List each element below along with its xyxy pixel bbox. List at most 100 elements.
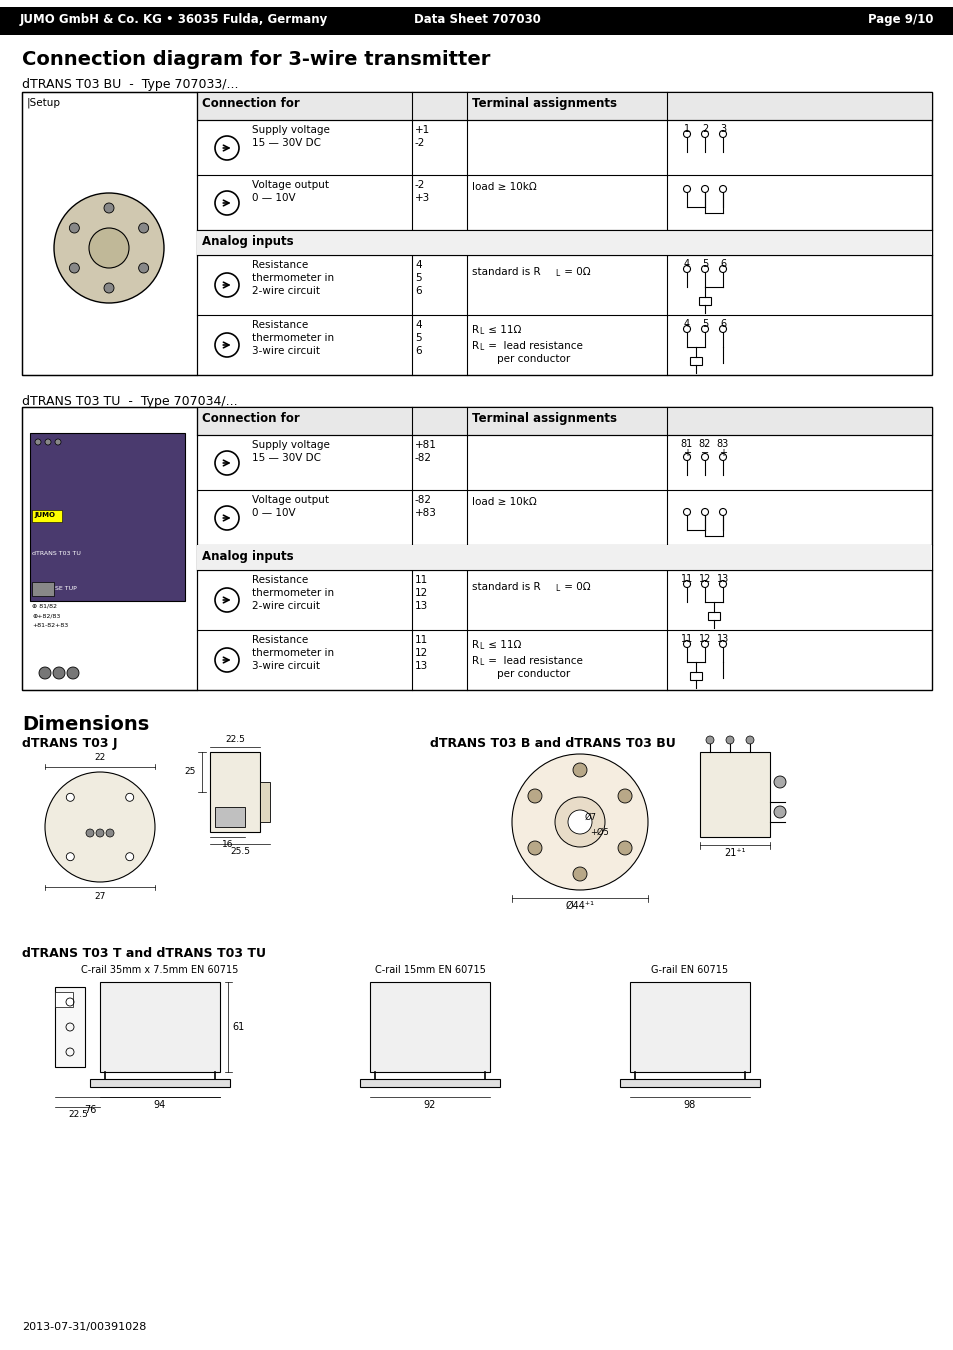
- Text: 13: 13: [415, 601, 428, 612]
- Text: dTRANS T03 J: dTRANS T03 J: [22, 737, 117, 751]
- Text: 92: 92: [423, 1100, 436, 1110]
- Circle shape: [86, 829, 94, 837]
- Text: 13: 13: [415, 662, 428, 671]
- Bar: [214, 807, 245, 828]
- Text: thermometer in: thermometer in: [252, 333, 334, 343]
- Circle shape: [104, 284, 113, 293]
- Text: -2: -2: [415, 180, 425, 190]
- Circle shape: [89, 228, 129, 269]
- Text: L: L: [478, 327, 483, 336]
- Text: 1: 1: [683, 124, 689, 134]
- Circle shape: [55, 439, 61, 446]
- Circle shape: [66, 794, 74, 802]
- Text: dTRANS T03 BU  -  Type 707033/...: dTRANS T03 BU - Type 707033/...: [22, 78, 238, 90]
- Text: R: R: [472, 656, 478, 666]
- Text: -2: -2: [415, 138, 425, 148]
- Circle shape: [725, 736, 733, 744]
- Text: 12: 12: [699, 634, 710, 644]
- Text: +81: +81: [415, 440, 436, 450]
- Text: Voltage output: Voltage output: [252, 180, 329, 190]
- Bar: [22, 406, 931, 690]
- Bar: [55, 992, 73, 1007]
- Circle shape: [138, 263, 149, 273]
- Bar: [629, 981, 749, 1072]
- Text: = 0Ω: = 0Ω: [560, 267, 590, 277]
- Text: Supply voltage: Supply voltage: [252, 126, 330, 135]
- Text: 61: 61: [232, 1022, 244, 1031]
- Bar: [699, 297, 710, 305]
- Text: JUMO GmbH & Co. KG • 36035 Fulda, Germany: JUMO GmbH & Co. KG • 36035 Fulda, German…: [20, 14, 328, 26]
- Bar: [689, 672, 701, 680]
- Circle shape: [705, 736, 713, 744]
- Text: =  lead resistance: = lead resistance: [484, 342, 582, 351]
- Circle shape: [106, 829, 113, 837]
- Text: = 0Ω: = 0Ω: [560, 582, 590, 593]
- Text: Voltage output: Voltage output: [252, 495, 329, 505]
- Circle shape: [70, 263, 79, 273]
- Text: 98: 98: [683, 1100, 696, 1110]
- Text: 6: 6: [720, 259, 725, 269]
- Text: -82: -82: [415, 454, 432, 463]
- Bar: [90, 1079, 230, 1087]
- Text: dTRANS T03 T and dTRANS T03 TU: dTRANS T03 T and dTRANS T03 TU: [22, 946, 266, 960]
- Bar: [689, 356, 701, 365]
- Text: JUMO: JUMO: [34, 512, 55, 518]
- Bar: [22, 92, 931, 375]
- Text: +1: +1: [415, 126, 430, 135]
- Bar: [196, 406, 931, 435]
- Text: L: L: [478, 643, 483, 651]
- Text: 21⁺¹: 21⁺¹: [723, 848, 745, 859]
- Text: G-rail EN 60715: G-rail EN 60715: [651, 965, 728, 975]
- Bar: [89, 279, 129, 298]
- Text: 5: 5: [415, 273, 421, 284]
- Text: 4: 4: [415, 261, 421, 270]
- Circle shape: [96, 829, 104, 837]
- Text: 22.5: 22.5: [68, 1110, 88, 1119]
- Text: ≤ 11Ω: ≤ 11Ω: [484, 325, 521, 335]
- Text: Terminal assignments: Terminal assignments: [472, 412, 617, 425]
- Text: ⊕ 81/82: ⊕ 81/82: [32, 603, 57, 608]
- Text: 0 — 10V: 0 — 10V: [252, 508, 295, 518]
- Bar: [100, 981, 220, 1072]
- Circle shape: [53, 667, 65, 679]
- Text: +3: +3: [415, 193, 430, 202]
- Circle shape: [527, 788, 541, 803]
- Circle shape: [745, 736, 753, 744]
- Text: Dimensions: Dimensions: [22, 716, 149, 734]
- Text: Ø44⁺¹: Ø44⁺¹: [565, 900, 594, 911]
- Text: 13: 13: [716, 634, 728, 644]
- Bar: [0, 7, 953, 35]
- Text: ⊕+82/83: ⊕+82/83: [32, 613, 60, 618]
- Text: 22: 22: [94, 753, 106, 761]
- Bar: [30, 433, 185, 601]
- Text: per conductor: per conductor: [497, 670, 570, 679]
- Text: Supply voltage: Supply voltage: [252, 440, 330, 450]
- Text: load ≥ 10kΩ: load ≥ 10kΩ: [472, 497, 537, 508]
- Text: load ≥ 10kΩ: load ≥ 10kΩ: [472, 182, 537, 192]
- Text: |Setup: |Setup: [27, 97, 61, 108]
- Text: 6: 6: [415, 286, 421, 296]
- Text: Resistance: Resistance: [252, 261, 308, 270]
- Text: 27: 27: [94, 892, 106, 900]
- Text: per conductor: per conductor: [497, 354, 570, 364]
- Text: +83: +83: [415, 508, 436, 518]
- Text: 0 — 10V: 0 — 10V: [252, 193, 295, 202]
- Circle shape: [512, 755, 647, 890]
- Circle shape: [35, 439, 41, 446]
- Text: 2: 2: [701, 124, 707, 134]
- Bar: [196, 545, 931, 570]
- Text: 6: 6: [415, 346, 421, 356]
- Text: 4: 4: [683, 259, 689, 269]
- Bar: [370, 981, 490, 1072]
- Text: SE TUP: SE TUP: [55, 586, 76, 591]
- Text: R: R: [472, 325, 478, 335]
- Circle shape: [126, 794, 133, 802]
- Bar: [196, 230, 931, 255]
- Text: Connection diagram for 3-wire transmitter: Connection diagram for 3-wire transmitte…: [22, 50, 490, 69]
- Text: 25.5: 25.5: [230, 846, 250, 856]
- Circle shape: [555, 796, 604, 846]
- Text: 11: 11: [680, 634, 693, 644]
- Text: 5: 5: [415, 333, 421, 343]
- Text: 5: 5: [701, 319, 707, 329]
- Text: =  lead resistance: = lead resistance: [484, 656, 582, 666]
